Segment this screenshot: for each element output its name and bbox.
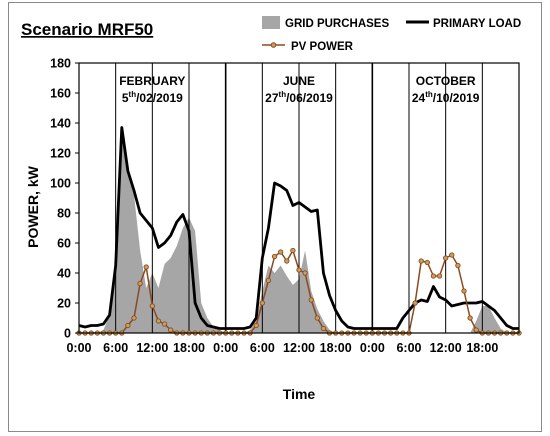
x-tick-label: 6:00 xyxy=(250,341,275,355)
data-point-pv-power xyxy=(314,315,320,321)
chart-svg: Scenario MRF50 GRID PURCHASES PRIMARY LO… xyxy=(21,16,522,402)
data-point-pv-power xyxy=(253,322,259,329)
x-tick-label: 18:00 xyxy=(173,341,205,355)
y-tick-label: 60 xyxy=(57,237,71,251)
data-point-pv-power xyxy=(473,327,479,333)
data-point-pv-power xyxy=(137,280,143,287)
y-tick-label: 140 xyxy=(50,117,71,131)
plot-area: 0 20 40 60 80 100 120 140 160 180 0:00 6:00 12:00 18:… xyxy=(50,57,522,355)
y-tick-label: 40 xyxy=(57,267,71,281)
day-date: 24th/10/2019 xyxy=(412,90,480,105)
legend-label-primary-load: PRIMARY LOAD xyxy=(433,18,521,30)
data-point-pv-power xyxy=(430,273,437,279)
x-tick-label: 0:00 xyxy=(66,341,91,355)
x-tick-label: 12:00 xyxy=(283,341,315,355)
x-tick-label: 18:00 xyxy=(466,341,498,355)
y-tick-label: 180 xyxy=(50,57,71,71)
legend-label-pv-power: PV POWER xyxy=(291,41,354,53)
data-point-pv-power xyxy=(290,247,296,254)
day-label: OCTOBER xyxy=(416,74,476,88)
series-line-primary-load xyxy=(78,126,519,330)
legend-marker-pv-power xyxy=(270,42,277,48)
x-tick-label: 6:00 xyxy=(396,341,421,355)
y-tick-label: 20 xyxy=(57,297,71,311)
x-tick-label: 0:00 xyxy=(213,341,238,355)
data-point-pv-power xyxy=(308,297,314,303)
data-point-pv-power xyxy=(149,303,155,309)
data-point-pv-power xyxy=(424,259,430,266)
y-tick-label: 120 xyxy=(50,147,71,161)
x-tick-label: 12:00 xyxy=(430,341,462,355)
day-label: JUNE xyxy=(283,74,315,88)
legend: GRID PURCHASES PRIMARY LOAD PV POWER xyxy=(262,16,521,53)
data-point-pv-power xyxy=(455,262,461,269)
day-date: 5th/02/2019 xyxy=(122,90,183,105)
y-tick-label: 160 xyxy=(50,87,71,101)
data-point-pv-power xyxy=(168,327,174,333)
x-tick-label: 6:00 xyxy=(103,341,128,355)
y-tick-label: 80 xyxy=(57,207,71,221)
y-tick-label: 100 xyxy=(50,177,71,191)
data-point-pv-power xyxy=(443,255,449,261)
data-point-pv-power xyxy=(412,300,418,306)
x-tick-label: 12:00 xyxy=(136,341,168,355)
data-point-pv-power xyxy=(418,258,424,264)
data-point-pv-power xyxy=(461,288,467,294)
data-point-pv-power xyxy=(265,277,272,284)
chart-title: Scenario MRF50 xyxy=(21,20,153,39)
plot-border xyxy=(78,62,520,334)
data-point-pv-power xyxy=(125,322,131,329)
data-point-pv-power xyxy=(467,315,473,321)
data-point-pv-power xyxy=(302,270,308,276)
y-axis-label: POWER, kW xyxy=(25,165,41,247)
data-point-pv-power xyxy=(131,315,137,321)
legend-swatch-grid-purchases xyxy=(262,16,280,29)
data-point-pv-power xyxy=(155,318,162,324)
x-tick-label: 0:00 xyxy=(360,341,385,355)
x-axis-label: Time xyxy=(283,386,316,402)
data-point-pv-power xyxy=(296,267,302,273)
y-tick-label: 0 xyxy=(64,327,71,341)
x-tick-label: 18:00 xyxy=(320,341,352,355)
legend-label-grid-purchases: GRID PURCHASES xyxy=(285,18,389,30)
data-point-pv-power xyxy=(278,249,284,255)
data-point-pv-power xyxy=(436,273,443,279)
data-point-pv-power xyxy=(161,321,168,327)
chart-frame: Scenario MRF50 GRID PURCHASES PRIMARY LO… xyxy=(8,2,542,432)
data-point-pv-power xyxy=(449,252,455,258)
day-date: 27th/06/2019 xyxy=(265,90,333,105)
data-point-pv-power xyxy=(271,253,278,260)
data-point-pv-power xyxy=(143,264,149,270)
data-point-pv-power xyxy=(259,300,265,306)
data-point-pv-power xyxy=(320,325,327,332)
day-label: FEBRUARY xyxy=(119,74,185,88)
data-point-pv-power xyxy=(284,258,290,264)
